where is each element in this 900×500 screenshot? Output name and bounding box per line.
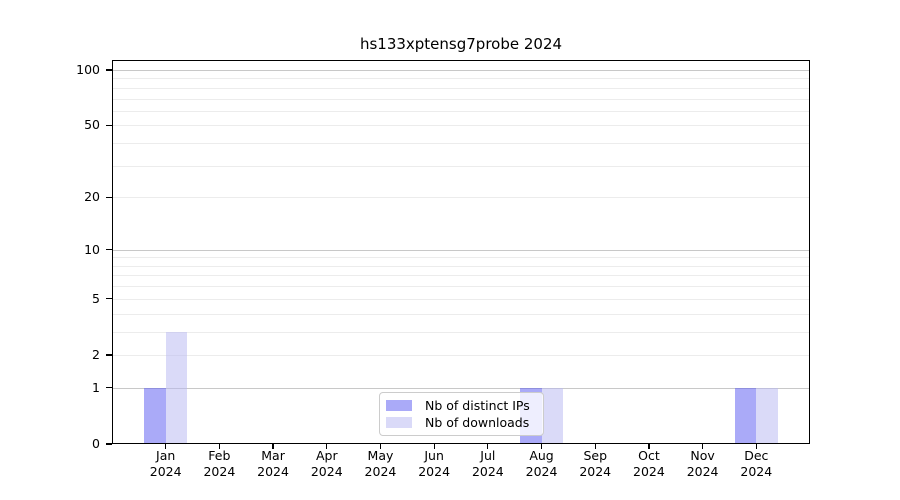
x-tick-mark xyxy=(218,444,221,449)
x-tick-year: 2024 xyxy=(203,464,236,479)
legend-swatch-distinct-ips-icon xyxy=(386,400,412,411)
x-tick-label: Nov 2024 xyxy=(671,448,735,480)
x-tick-year: 2024 xyxy=(471,464,504,479)
minor-gridline xyxy=(113,143,809,145)
legend-swatch-downloads-icon xyxy=(386,417,412,428)
x-tick-mark xyxy=(487,444,489,449)
x-tick-month: May xyxy=(367,448,394,463)
minor-gridline xyxy=(113,110,809,112)
x-tick-mark xyxy=(165,444,167,449)
y-tick-label: 50 xyxy=(84,117,100,133)
x-tick-label: Dec 2024 xyxy=(724,448,788,480)
x-tick-label: Mar 2024 xyxy=(241,448,305,480)
minor-gridline xyxy=(113,257,809,259)
minor-gridline xyxy=(113,265,809,267)
legend-label-downloads: Nb of downloads xyxy=(425,415,530,430)
minor-gridline xyxy=(113,125,809,127)
x-tick-month: Mar xyxy=(261,448,285,463)
y-tick-label: 1 xyxy=(92,379,100,395)
x-tick-year: 2024 xyxy=(364,464,397,479)
bar-downloads xyxy=(541,387,564,444)
y-tick-mark xyxy=(105,124,112,127)
chart-title: hs133xptensg7probe 2024 xyxy=(359,35,563,53)
x-tick-month: Aug xyxy=(529,448,554,463)
y-tick-mark xyxy=(105,69,112,71)
legend-item-distinct-ips: Nb of distinct IPs xyxy=(386,399,543,412)
y-tick-mark xyxy=(105,354,112,356)
minor-gridline xyxy=(113,354,809,356)
x-tick-year: 2024 xyxy=(310,464,343,479)
minor-gridline xyxy=(113,165,809,167)
bar-distinct-ips xyxy=(144,387,166,444)
y-tick-mark xyxy=(105,387,112,389)
minor-gridline xyxy=(113,78,809,80)
x-tick-month: Apr xyxy=(315,448,338,463)
minor-gridline xyxy=(113,313,809,315)
minor-gridline xyxy=(113,286,809,288)
x-tick-mark xyxy=(379,444,382,449)
x-tick-year: 2024 xyxy=(740,464,773,479)
x-tick-label: Apr 2024 xyxy=(295,448,359,480)
major-gridline xyxy=(113,249,809,251)
y-tick-mark xyxy=(105,443,112,445)
y-tick-label: 100 xyxy=(76,62,100,77)
x-tick-month: Jul xyxy=(480,448,496,463)
x-tick-label: Feb 2024 xyxy=(187,448,251,480)
legend-label-distinct-ips: Nb of distinct IPs xyxy=(425,398,530,413)
y-tick-label: 2 xyxy=(92,346,100,362)
x-tick-mark xyxy=(594,444,596,449)
y-tick-label: 20 xyxy=(84,189,100,205)
x-tick-mark xyxy=(648,444,650,449)
minor-gridline xyxy=(113,331,809,333)
minor-gridline xyxy=(113,298,809,300)
minor-gridline xyxy=(113,98,809,100)
x-tick-month: Sep xyxy=(583,448,607,463)
x-tick-month: Jun xyxy=(424,448,444,463)
major-gridline xyxy=(113,387,809,389)
minor-gridline xyxy=(113,275,809,277)
x-tick-label: Jul 2024 xyxy=(456,448,520,480)
y-tick-mark xyxy=(105,249,112,251)
x-tick-year: 2024 xyxy=(257,464,289,479)
bar-downloads xyxy=(165,331,188,444)
major-gridline xyxy=(113,70,809,71)
minor-gridline xyxy=(113,87,809,89)
x-tick-year: 2024 xyxy=(525,464,558,479)
x-tick-year: 2024 xyxy=(686,464,719,479)
x-tick-month: Feb xyxy=(208,448,231,463)
x-tick-mark xyxy=(755,444,757,449)
x-tick-label: Aug 2024 xyxy=(510,448,574,480)
x-tick-month: Nov xyxy=(690,448,715,463)
legend-item-downloads: Nb of downloads xyxy=(386,416,543,429)
x-tick-mark xyxy=(701,444,704,449)
x-tick-year: 2024 xyxy=(418,464,451,479)
bar-distinct-ips xyxy=(734,387,757,444)
x-tick-month: Dec xyxy=(744,448,769,463)
x-tick-label: Oct 2024 xyxy=(617,448,681,480)
y-tick-mark xyxy=(105,298,112,300)
x-tick-year: 2024 xyxy=(579,464,612,479)
x-tick-label: Sep 2024 xyxy=(563,448,627,480)
x-tick-label: Jun 2024 xyxy=(402,448,466,480)
x-tick-mark xyxy=(326,444,328,449)
x-tick-month: Jan xyxy=(156,448,176,463)
x-tick-mark xyxy=(540,444,543,449)
y-tick-mark xyxy=(105,196,112,198)
x-tick-label: Jan 2024 xyxy=(134,448,198,480)
x-tick-year: 2024 xyxy=(633,464,665,479)
bar-downloads xyxy=(756,387,778,444)
x-tick-mark xyxy=(272,444,274,449)
x-tick-year: 2024 xyxy=(149,464,182,479)
x-tick-label: May 2024 xyxy=(348,448,412,480)
x-tick-mark xyxy=(433,444,435,449)
y-tick-label: 5 xyxy=(92,290,100,306)
y-tick-label: 10 xyxy=(84,241,100,257)
x-tick-month: Oct xyxy=(638,448,660,463)
legend: Nb of distinct IPs Nb of downloads xyxy=(379,392,544,436)
y-tick-label: 0 xyxy=(92,436,100,451)
minor-gridline xyxy=(113,197,809,199)
